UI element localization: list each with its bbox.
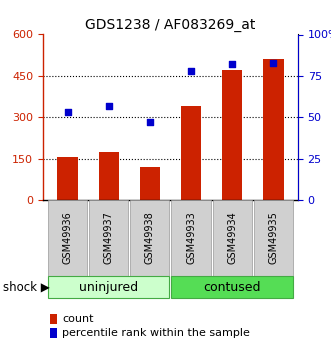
Title: GDS1238 / AF083269_at: GDS1238 / AF083269_at [85, 18, 256, 32]
Text: count: count [62, 314, 93, 324]
Text: GSM49933: GSM49933 [186, 212, 196, 264]
Text: percentile rank within the sample: percentile rank within the sample [62, 328, 250, 338]
Bar [99, 152, 119, 200]
Text: uninjured: uninjured [79, 281, 138, 294]
Point [106, 103, 112, 108]
Point [229, 61, 235, 67]
Text: GSM49937: GSM49937 [104, 211, 114, 265]
Bar [57, 157, 78, 200]
Text: shock ▶: shock ▶ [3, 281, 50, 294]
Bar [181, 106, 201, 200]
Point [270, 60, 276, 66]
Text: GSM49934: GSM49934 [227, 212, 237, 264]
Text: GSM49938: GSM49938 [145, 212, 155, 264]
Bar [263, 59, 284, 200]
Point [188, 68, 194, 74]
Text: GSM49936: GSM49936 [63, 212, 73, 264]
Text: contused: contused [203, 281, 261, 294]
Point [147, 119, 153, 125]
Bar [140, 167, 160, 200]
Bar [222, 70, 242, 200]
Text: GSM49935: GSM49935 [268, 211, 278, 265]
Point [65, 110, 71, 115]
